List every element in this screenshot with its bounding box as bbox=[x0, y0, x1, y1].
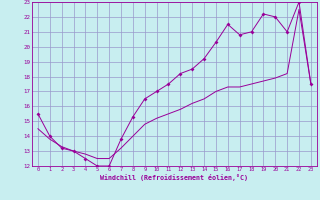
X-axis label: Windchill (Refroidissement éolien,°C): Windchill (Refroidissement éolien,°C) bbox=[100, 174, 248, 181]
